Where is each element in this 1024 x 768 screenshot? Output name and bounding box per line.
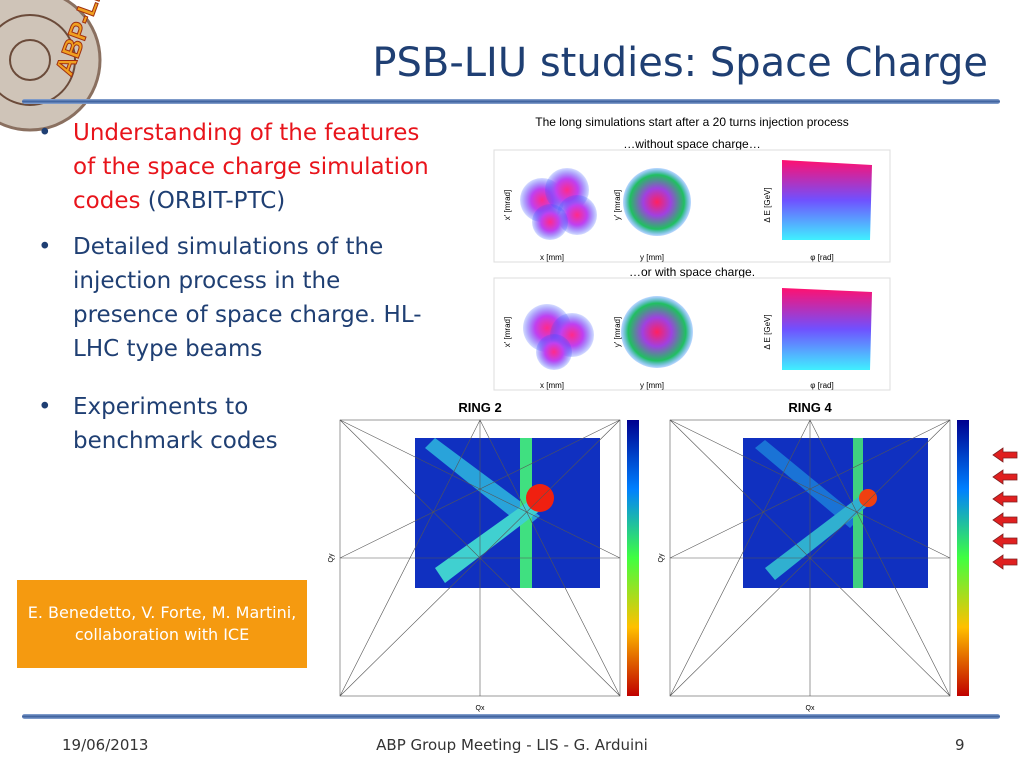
bullet-text: (ORBIT-PTC) bbox=[147, 188, 286, 214]
row-label: …without space charge… bbox=[623, 137, 760, 151]
panel-title: RING 4 bbox=[788, 400, 832, 415]
logo: ABP-LIS bbox=[0, 0, 110, 132]
axis-label: Qy bbox=[328, 553, 335, 562]
axis-label: x [mm] bbox=[540, 253, 564, 262]
axis-label: x [mm] bbox=[540, 381, 564, 390]
bullet: Experiments to benchmark codes bbox=[38, 390, 303, 458]
axis-label: x' [mrad] bbox=[503, 317, 512, 347]
axis-label: x' [mrad] bbox=[503, 190, 512, 220]
axis-label: φ [rad] bbox=[810, 253, 833, 262]
credit-box: E. Benedetto, V. Forte, M. Martini, coll… bbox=[17, 580, 307, 668]
axis-label: y [mm] bbox=[640, 253, 664, 262]
bullet: Understanding of the features of the spa… bbox=[38, 116, 443, 218]
ring2: RING 2 Qx Qy bbox=[328, 400, 639, 712]
bullet: Detailed simulations of the injection pr… bbox=[38, 230, 443, 366]
title: PSB-LIU studies: Space Charge bbox=[372, 40, 988, 86]
bullet-text: Experiments to benchmark codes bbox=[73, 394, 278, 454]
axis-label: φ [rad] bbox=[810, 381, 833, 390]
arrows bbox=[992, 447, 1018, 570]
axis-label: Δ E [GeV] bbox=[763, 187, 772, 222]
page-number: 9 bbox=[955, 736, 965, 754]
panel-title: RING 2 bbox=[458, 400, 501, 415]
row-label: …or with space charge. bbox=[629, 265, 755, 279]
axis-label: y [mm] bbox=[640, 381, 664, 390]
bullet-list: Understanding of the features of the spa… bbox=[38, 116, 443, 470]
caption: The long simulations start after a 20 tu… bbox=[535, 115, 849, 129]
axis-labels: x [mm] y [mm] φ [rad] x [mm] y [mm] φ [r… bbox=[503, 187, 834, 390]
axis-label: Qx bbox=[476, 705, 485, 712]
axis-label: y' [mrad] bbox=[613, 317, 622, 347]
axis-label: y' [mrad] bbox=[613, 190, 622, 220]
footer-date: 19/06/2013 bbox=[62, 736, 149, 754]
footer-center: ABP Group Meeting - LIS - G. Arduini bbox=[376, 736, 648, 754]
axis-label: Qx bbox=[806, 705, 815, 712]
panel-row bbox=[493, 149, 891, 391]
title-rule bbox=[22, 99, 1000, 104]
tune-diagram-figure: RING 2 Qx Qy RING 4 Qx Qy bbox=[325, 400, 1018, 712]
axis-label: Δ E [GeV] bbox=[763, 314, 772, 349]
bullet-text: Understanding of the features of the spa… bbox=[73, 120, 429, 214]
bullet-text: Detailed simulations of the injection pr… bbox=[73, 234, 422, 362]
ring4: RING 4 Qx Qy bbox=[658, 400, 969, 712]
axis-label: Qy bbox=[658, 553, 665, 562]
footer-rule bbox=[22, 714, 1000, 719]
simulation-figure: The long simulations start after a 20 tu… bbox=[493, 115, 891, 391]
